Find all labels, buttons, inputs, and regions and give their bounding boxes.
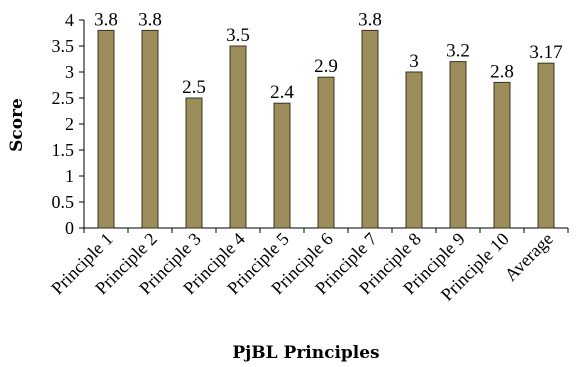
y-tick-label: 1 [65, 166, 74, 186]
bar [229, 45, 247, 229]
y-tick-label: 3 [65, 62, 74, 82]
bar [537, 62, 555, 229]
bar [273, 102, 291, 229]
y-tick-label: 0.5 [52, 192, 75, 212]
bar [493, 81, 511, 229]
data-label: 3.5 [226, 25, 250, 46]
bar [317, 76, 335, 229]
x-axis-title: PjBL Principles [232, 343, 379, 363]
y-tick-label: 0 [65, 218, 74, 238]
data-label: 2.9 [314, 56, 338, 77]
y-axis-title: Score [7, 98, 27, 152]
data-label: 3.2 [446, 41, 470, 62]
data-label: 2.5 [182, 77, 206, 98]
x-tick-label: Average [501, 229, 557, 285]
bar [361, 29, 379, 229]
y-tick-label: 3.5 [52, 36, 75, 56]
y-tick-label: 1.5 [52, 140, 75, 160]
data-label: 3.8 [138, 9, 162, 30]
y-tick-label: 2.5 [52, 88, 75, 108]
bar [97, 29, 115, 229]
data-label: 3.8 [94, 9, 118, 30]
bar [405, 71, 423, 229]
data-label: 2.4 [270, 82, 294, 103]
y-axis: 0 0.5 1 1.5 2 2.5 3 3.5 4 [52, 10, 85, 238]
data-label: 2.8 [490, 61, 514, 82]
y-tick-label: 2 [65, 114, 74, 134]
data-label: 3 [409, 51, 419, 72]
bar [141, 29, 159, 229]
bars [97, 29, 555, 229]
data-labels: 3.8 3.8 2.5 3.5 2.4 2.9 3.8 3 3.2 2.8 3.17 [94, 9, 563, 103]
y-tick-label: 4 [65, 10, 74, 30]
bar [185, 97, 203, 229]
data-label: 3.8 [358, 9, 382, 30]
data-label: 3.17 [529, 42, 562, 63]
bar [449, 61, 467, 229]
